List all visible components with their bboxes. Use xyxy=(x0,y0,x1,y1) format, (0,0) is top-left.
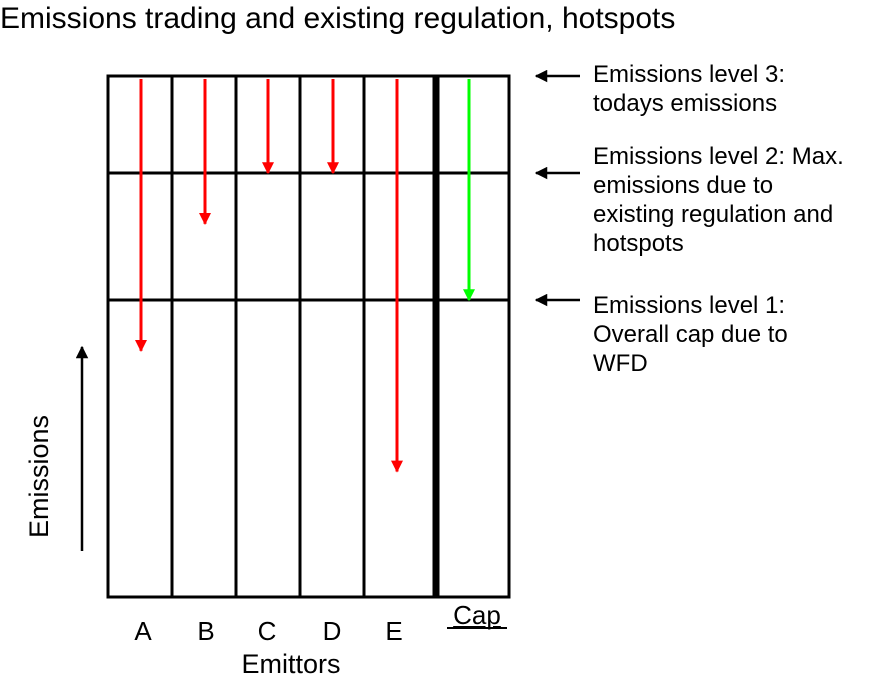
column-label-a: A xyxy=(134,616,152,646)
level-2-note-line: emissions due to xyxy=(593,172,773,199)
diagram-title: Emissions trading and existing regulatio… xyxy=(0,2,675,35)
grid-frame xyxy=(106,74,511,599)
level-3-note-line: Emissions level 3: xyxy=(593,61,785,88)
reduction-arrows xyxy=(135,79,475,473)
emitter-grid xyxy=(106,74,511,599)
column-label-d: D xyxy=(323,616,342,646)
level-2-note-line: Emissions level 2: Max. xyxy=(593,143,844,170)
column-label-e: E xyxy=(385,616,402,646)
column-label-b: B xyxy=(197,616,214,646)
level-2-note-line: existing regulation and xyxy=(593,201,833,228)
y-axis-label: Emissions xyxy=(24,415,54,538)
level-2-note-line: hotspots xyxy=(593,230,684,257)
level-1-note-line: Overall cap due to xyxy=(593,321,788,348)
level-1-note-line: WFD xyxy=(593,350,648,377)
level-1-note-line: Emissions level 1: xyxy=(593,292,785,319)
level-3-note-line: todays emissions xyxy=(593,90,777,117)
x-axis-label: Emittors xyxy=(241,649,340,678)
column-labels: A B C D E Cap xyxy=(134,600,507,646)
cap-label: Cap xyxy=(453,600,501,630)
level-annotations: Emissions level 3:todays emissions Emissi… xyxy=(534,61,844,377)
column-label-c: C xyxy=(258,616,277,646)
